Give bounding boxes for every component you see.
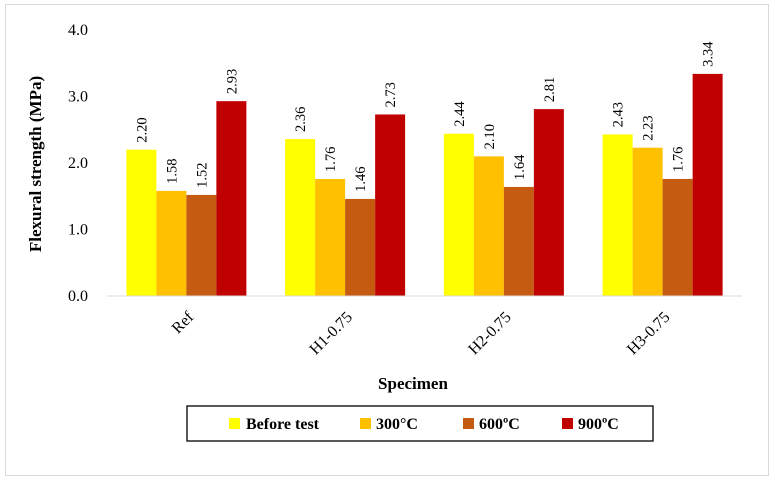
legend-label: Before test [246, 416, 320, 433]
x-tick-label: Ref [169, 308, 198, 337]
bar [126, 149, 157, 296]
legend-swatch [360, 418, 371, 429]
data-label: 2.10 [482, 124, 498, 149]
y-tick-label: 1.0 [68, 222, 88, 239]
y-tick-label: 3.0 [68, 89, 88, 106]
data-label: 2.36 [293, 107, 309, 132]
data-label: 2.73 [383, 82, 399, 107]
bar [503, 186, 534, 296]
y-tick-label: 0.0 [68, 288, 88, 305]
data-label: 1.76 [323, 147, 339, 172]
data-label: 2.20 [134, 117, 150, 142]
data-label: 1.52 [194, 163, 210, 188]
bar [662, 178, 693, 296]
bar [156, 190, 187, 296]
legend-label: 900ºC [578, 416, 619, 433]
bar [315, 178, 346, 296]
legend-swatch [463, 418, 474, 429]
bar [473, 156, 504, 296]
data-label: 1.76 [671, 147, 687, 172]
bar [345, 198, 376, 296]
data-label: 1.58 [164, 159, 180, 184]
x-axis-title: Specimen [378, 374, 448, 393]
legend-label: 600ºC [479, 416, 520, 433]
bar-series [126, 73, 723, 296]
y-axis-title: Flexural strength (MPa) [26, 76, 45, 252]
legend-swatch [562, 418, 573, 429]
data-label: 3.34 [701, 41, 717, 67]
data-label: 1.64 [512, 154, 528, 180]
bar [443, 133, 474, 296]
bar [632, 147, 663, 296]
bar [692, 73, 723, 296]
bar [186, 194, 217, 296]
data-label: 2.81 [542, 77, 558, 102]
bar [375, 114, 406, 296]
legend-box [186, 405, 654, 442]
data-label: 1.46 [353, 167, 369, 192]
bar [602, 134, 633, 296]
data-label: 2.23 [641, 115, 657, 140]
bar [216, 101, 247, 296]
data-label: 2.93 [224, 69, 240, 94]
legend: Before test 300°C 600ºC 900ºC [186, 405, 654, 442]
x-tick-label: H2-0.75 [465, 309, 514, 358]
x-tick-label: H3-0.75 [624, 309, 673, 358]
y-tick-label: 4.0 [68, 22, 88, 39]
data-labels: 2.20 1.58 1.52 2.93 2.36 1.76 1.46 2.73 2.44 2.10… [134, 41, 716, 192]
bar [285, 139, 316, 296]
data-label: 2.43 [611, 102, 627, 127]
legend-swatch [229, 418, 240, 429]
x-tick-label: H1-0.75 [307, 309, 356, 358]
data-label: 2.44 [452, 101, 468, 127]
legend-label: 300°C [376, 416, 418, 433]
y-tick-label: 2.0 [68, 155, 88, 172]
x-axis: Ref H1-0.75 H2-0.75 H3-0.75 [107, 295, 742, 358]
bar [533, 109, 564, 296]
y-axis: 0.0 1.0 2.0 3.0 4.0 [68, 22, 88, 305]
